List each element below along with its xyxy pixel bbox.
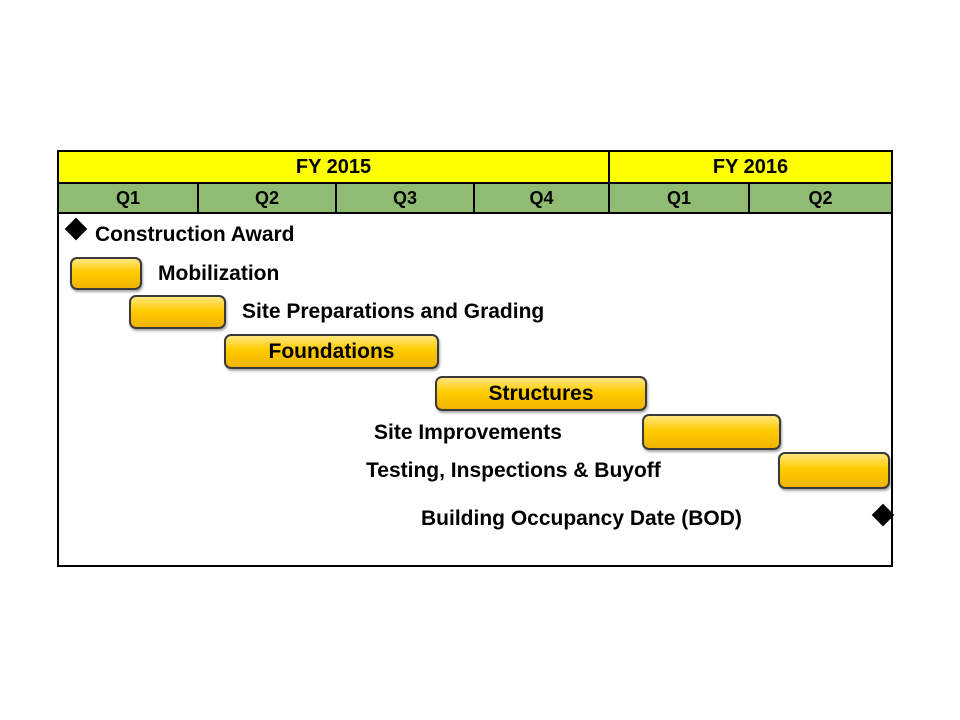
fy-2016-header: FY 2016: [610, 152, 891, 182]
quarter-q3-2015: Q3: [337, 184, 475, 212]
gantt-chart: FY 2015 FY 2016 Q1 Q2 Q3 Q4 Q1 Q2 Constr…: [57, 150, 895, 567]
mobilization-label: Mobilization: [158, 262, 280, 285]
quarter-q2-2016: Q2: [750, 184, 891, 212]
quarter-q4-2015: Q4: [475, 184, 610, 212]
fy-2015-header: FY 2015: [59, 152, 610, 182]
site-improvements-bar: [642, 414, 781, 450]
foundations-bar: Foundations: [224, 334, 439, 369]
site-preparations-bar: [129, 295, 226, 329]
bod-label: Building Occupancy Date (BOD): [421, 507, 742, 530]
fiscal-year-header: FY 2015 FY 2016: [59, 152, 891, 182]
construction-award-label: Construction Award: [95, 223, 295, 246]
structures-bar: Structures: [435, 376, 647, 411]
site-preparations-label: Site Preparations and Grading: [242, 300, 545, 323]
quarter-q1-2015: Q1: [59, 184, 199, 212]
chart-frame: [57, 150, 893, 567]
testing-bar: [778, 452, 890, 489]
quarter-header: Q1 Q2 Q3 Q4 Q1 Q2: [59, 182, 891, 214]
site-improvements-label: Site Improvements: [374, 421, 562, 444]
mobilization-bar: [70, 257, 142, 290]
testing-label: Testing, Inspections & Buyoff: [366, 459, 661, 482]
quarter-q2-2015: Q2: [199, 184, 337, 212]
quarter-q1-2016: Q1: [610, 184, 750, 212]
